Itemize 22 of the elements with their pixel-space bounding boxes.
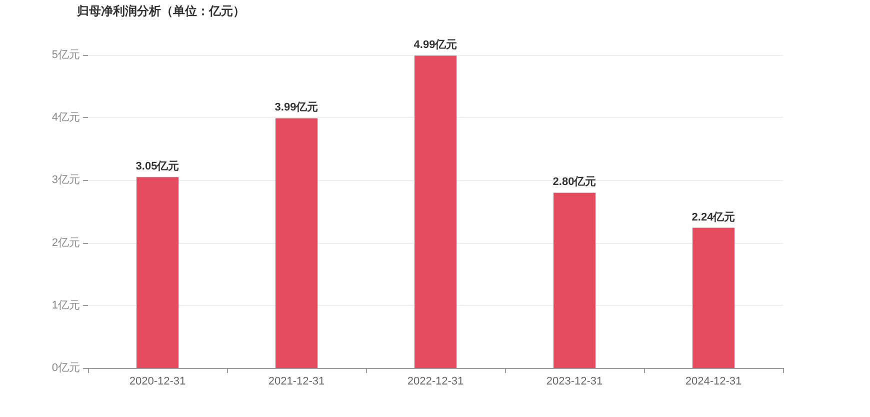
bar [554,192,596,368]
x-tick-label: 2024-12-31 [685,376,742,388]
bar [136,177,178,368]
y-tick-label: 4亿元 [52,112,80,124]
bar [692,228,734,368]
bar [414,56,456,368]
data-label: 2.80亿元 [552,176,596,188]
x-tick-label: 2022-12-31 [407,376,464,388]
x-tick-label: 2021-12-31 [268,376,325,388]
x-tick-label: 2020-12-31 [129,376,186,388]
data-label: 2.24亿元 [692,211,736,224]
data-label: 3.99亿元 [274,102,318,114]
chart-title: 归母净利润分析（单位：亿元） [76,4,245,18]
y-tick-label: 1亿元 [52,299,80,312]
y-tick-label: 2亿元 [52,236,80,249]
y-tick-label: 0亿元 [52,362,80,374]
bar [276,118,318,368]
data-label: 3.05亿元 [136,160,180,173]
x-tick-label: 2023-12-31 [546,376,603,388]
y-tick-label: 3亿元 [52,174,80,186]
data-label: 4.99亿元 [414,39,458,52]
y-tick-label: 5亿元 [52,49,80,61]
